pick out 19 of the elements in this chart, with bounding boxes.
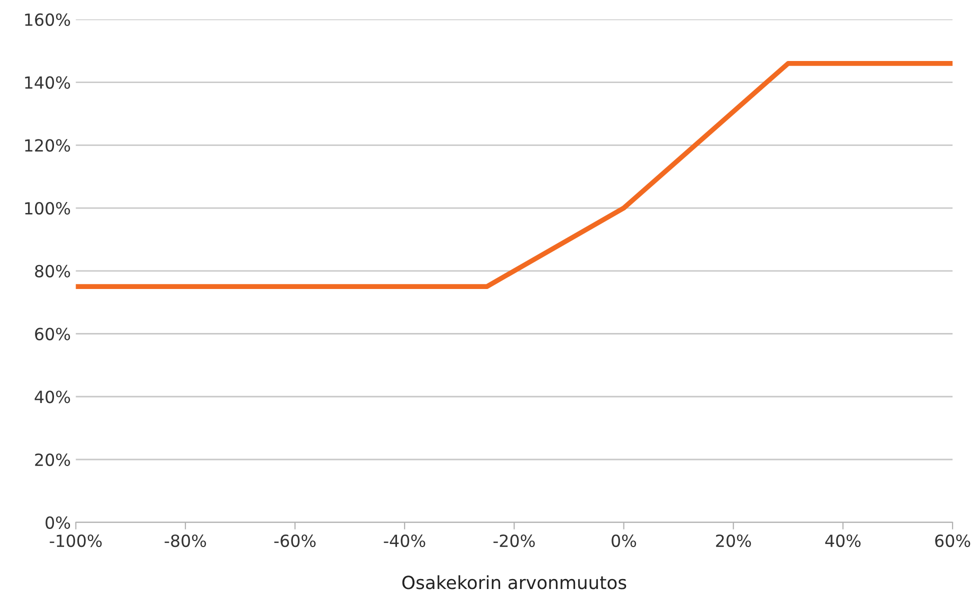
x-tick-label: -20% [493,534,535,548]
x-tick-label: -60% [274,534,316,548]
x-tick-label: -80% [164,534,206,548]
y-tick-label: 140% [25,76,70,89]
y-tick-label: 20% [35,453,70,466]
y-tick-label: 40% [34,390,70,404]
y-tick-label: 120% [25,139,70,152]
x-tick-label: -40% [384,534,426,548]
x-axis-title: Osakekorin arvonmuutos [402,575,626,590]
y-tick-label: 0% [46,516,70,529]
x-tick-label: -100% [50,534,102,548]
y-tick-label: 80% [35,264,70,278]
x-tick-label: 0% [612,534,636,548]
x-tick-label: 60% [935,534,970,548]
x-tick-label: 20% [716,534,751,548]
y-tick-label: 100% [25,202,70,215]
y-tick-label: 60% [35,328,70,340]
y-tick-label: 160% [25,13,70,26]
x-tick-label: 40% [825,534,861,548]
